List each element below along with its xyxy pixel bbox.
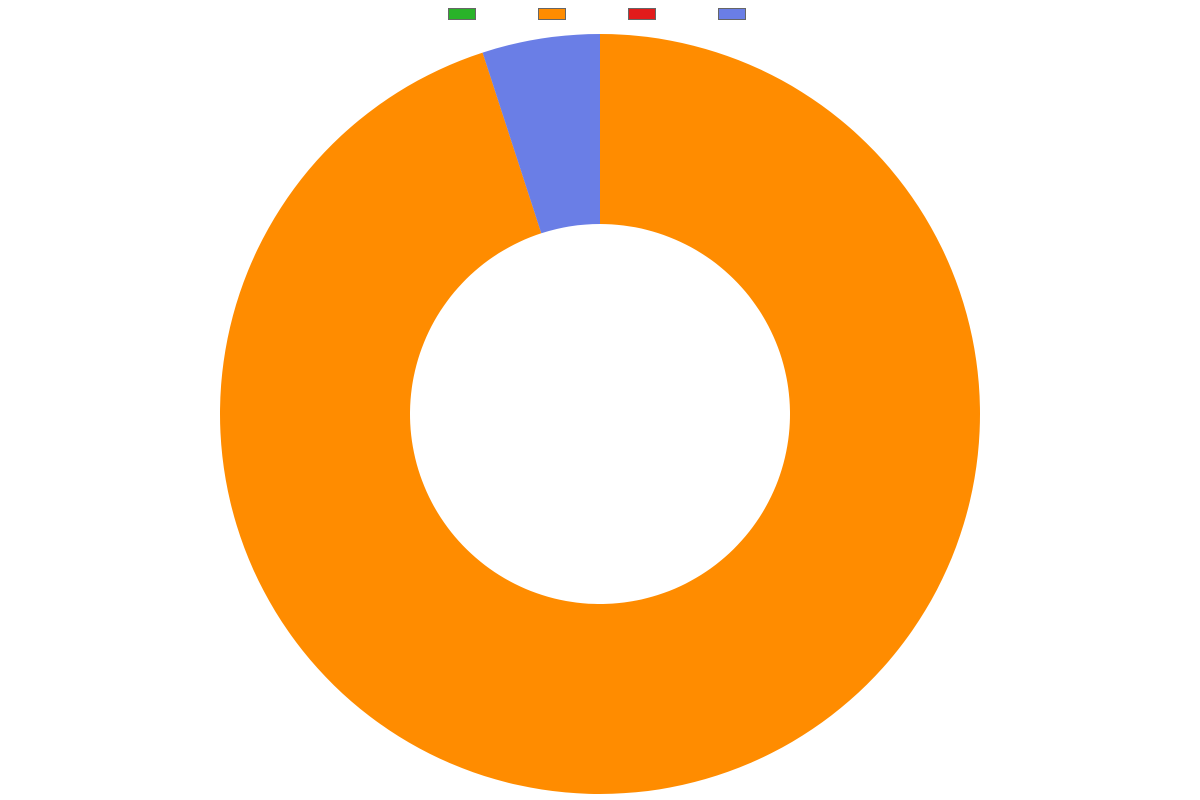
- legend-item: [448, 8, 482, 20]
- legend-item: [628, 8, 662, 20]
- donut-svg: [214, 28, 986, 800]
- legend-item: [538, 8, 572, 20]
- legend: [0, 8, 1200, 20]
- legend-swatch: [628, 8, 656, 20]
- legend-item: [718, 8, 752, 20]
- donut-chart: [0, 28, 1200, 800]
- donut-slice: [220, 34, 980, 794]
- legend-swatch: [538, 8, 566, 20]
- chart-stage: [0, 0, 1200, 800]
- legend-swatch: [718, 8, 746, 20]
- legend-swatch: [448, 8, 476, 20]
- donut-slices: [220, 34, 980, 794]
